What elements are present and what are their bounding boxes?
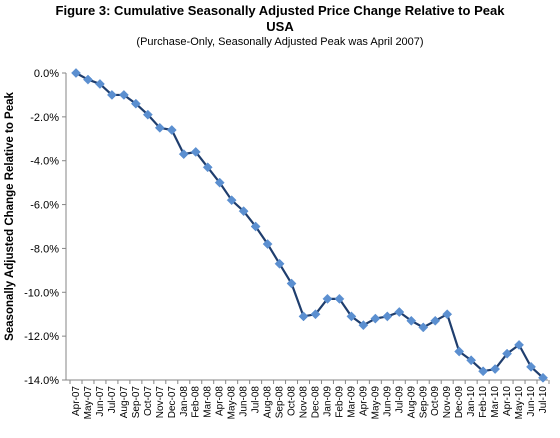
- x-tick-label: May-09: [370, 386, 381, 420]
- x-tick-label: Aug-08: [263, 386, 274, 419]
- data-point: [154, 122, 165, 133]
- data-point: [238, 206, 249, 217]
- x-tick-label: Dec-09: [454, 386, 465, 419]
- x-tick-label: Sep-07: [131, 386, 142, 419]
- y-tick-label: -8.0%: [30, 243, 59, 255]
- data-point: [298, 311, 309, 322]
- data-point: [94, 79, 105, 89]
- x-tick-label: Apr-07: [71, 386, 82, 416]
- y-tick-label: -2.0%: [30, 112, 59, 124]
- x-tick-label: Nov-09: [442, 386, 453, 419]
- x-tick-label: May-08: [227, 386, 238, 420]
- data-point: [178, 149, 189, 160]
- x-tick-label: Oct-08: [287, 386, 298, 416]
- data-point: [310, 309, 321, 320]
- x-tick-label: Oct-07: [143, 386, 154, 416]
- chart-axes: [62, 72, 550, 384]
- x-tick-label: Jan-10: [466, 386, 477, 417]
- x-tick-label: Dec-08: [310, 386, 321, 419]
- data-point: [106, 89, 117, 100]
- x-tick-label: Nov-08: [299, 386, 310, 419]
- x-tick-label: Aug-07: [119, 386, 130, 419]
- x-tick-label: May-10: [514, 386, 525, 420]
- data-point: [514, 339, 525, 350]
- x-tick-label: Aug-09: [406, 386, 417, 419]
- data-point: [490, 364, 501, 374]
- data-point: [370, 313, 381, 324]
- x-tick-label: Feb-10: [478, 386, 489, 418]
- data-point: [250, 221, 261, 232]
- x-tick-label: Apr-09: [358, 386, 369, 416]
- data-point: [130, 98, 141, 109]
- x-tick-label: Jun-09: [382, 386, 393, 417]
- y-tick-label: -14.0%: [24, 375, 59, 387]
- data-point: [118, 89, 129, 100]
- data-point: [286, 278, 297, 289]
- x-tick-label: Jun-10: [526, 386, 537, 417]
- data-point: [142, 109, 153, 120]
- x-tick-label: Oct-09: [430, 386, 441, 416]
- data-point: [418, 322, 429, 333]
- chart-title-line1: Figure 3: Cumulative Seasonally Adjusted…: [55, 3, 505, 18]
- data-point: [166, 125, 177, 135]
- y-tick-label: -6.0%: [30, 200, 59, 212]
- data-point: [202, 162, 213, 173]
- x-tick-label: Dec-07: [167, 386, 178, 419]
- y-tick-label: 0.0%: [34, 68, 59, 80]
- x-tick-labels: Apr-07 May-07 Jun-07 Jul-07 Aug-07 Sep-07 Oct-…: [71, 386, 549, 420]
- data-point: [406, 315, 417, 326]
- x-tick-label: Jul-09: [394, 386, 405, 414]
- data-point: [274, 258, 285, 269]
- data-point: [322, 293, 333, 304]
- x-tick-label: May-07: [83, 386, 94, 420]
- data-point: [502, 348, 513, 359]
- data-point: [430, 315, 441, 326]
- y-axis-label: Seasonally Adjusted Change Relative to P…: [4, 91, 16, 340]
- data-point: [226, 195, 237, 206]
- x-tick-label: Mar-08: [203, 386, 214, 418]
- chart-title-line2: USA: [266, 19, 294, 34]
- x-tick-label: Nov-07: [155, 386, 166, 419]
- x-tick-label: Jan-09: [322, 386, 333, 417]
- data-point: [262, 239, 273, 249]
- data-point: [526, 361, 536, 372]
- y-tick-label: -10.0%: [24, 287, 59, 299]
- x-tick-label: Mar-10: [490, 386, 501, 418]
- data-point: [394, 307, 405, 317]
- data-point: [538, 372, 548, 383]
- series-line: [75, 72, 544, 379]
- x-tick-label: Jun-07: [95, 386, 106, 417]
- x-tick-label: Sep-09: [418, 386, 429, 419]
- data-point: [358, 320, 369, 331]
- data-point: [334, 293, 345, 304]
- x-tick-label: Jun-08: [239, 386, 250, 417]
- x-tick-label: Apr-08: [215, 386, 226, 416]
- x-tick-label: Feb-09: [334, 386, 345, 418]
- data-point: [466, 355, 477, 366]
- x-tick-label: Jan-08: [179, 386, 190, 417]
- data-point: [346, 311, 357, 322]
- x-tick-label: Feb-08: [191, 386, 202, 418]
- y-tick-label: -12.0%: [24, 331, 59, 343]
- data-point: [478, 366, 489, 377]
- data-point: [442, 309, 453, 320]
- data-point: [83, 74, 93, 85]
- data-point: [382, 311, 393, 322]
- y-tick-label: -4.0%: [30, 156, 59, 168]
- x-tick-label: Apr-10: [502, 386, 513, 416]
- x-tick-label: Sep-08: [275, 386, 286, 419]
- data-point: [71, 68, 81, 78]
- data-series: [71, 68, 548, 383]
- data-point: [454, 346, 465, 357]
- data-point: [214, 177, 225, 188]
- data-point: [190, 146, 201, 157]
- x-tick-label: Jul-07: [107, 386, 118, 414]
- chart-subtitle: (Purchase-Only, Seasonally Adjusted Peak…: [136, 36, 424, 48]
- x-tick-label: Mar-09: [346, 386, 357, 418]
- y-tick-labels: 0.0% -2.0% -4.0% -6.0% -8.0% -10.0% -12.0% -14.…: [24, 68, 59, 387]
- x-tick-label: Jul-08: [251, 386, 262, 414]
- x-tick-label: Jul-10: [538, 386, 549, 414]
